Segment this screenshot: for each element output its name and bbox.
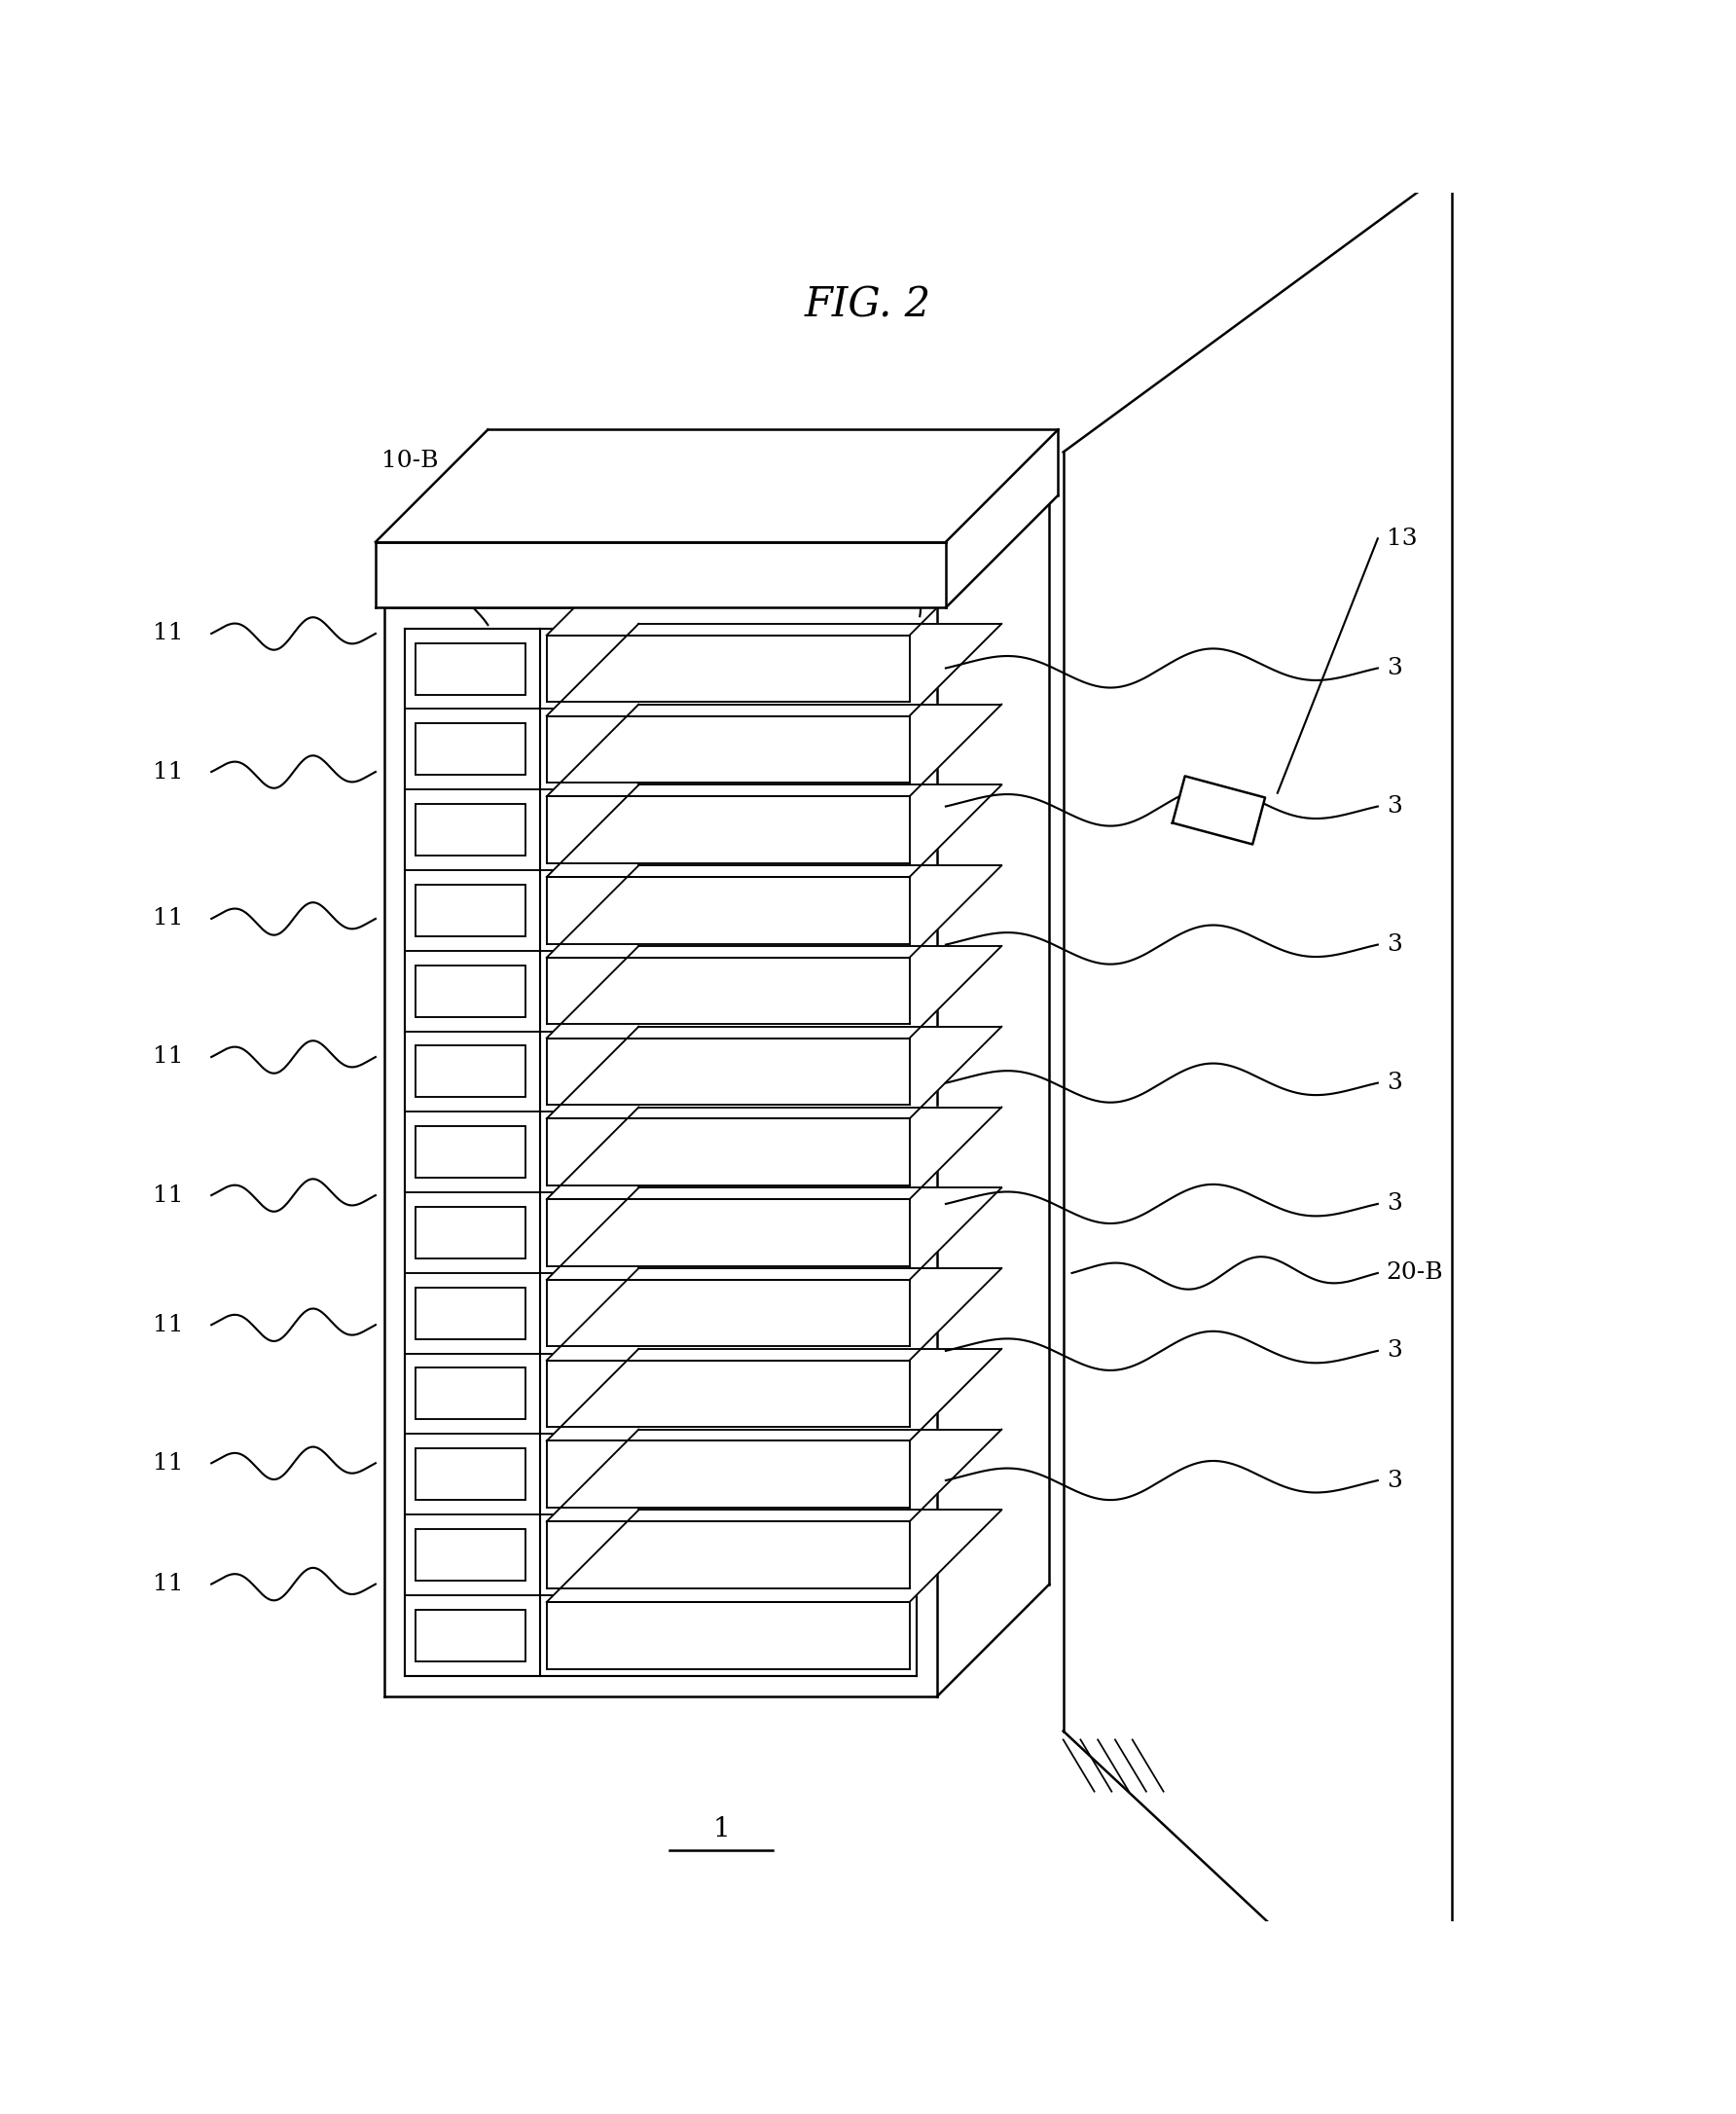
Bar xyxy=(415,1127,526,1177)
Text: 3: 3 xyxy=(1387,1469,1401,1492)
Bar xyxy=(415,1287,526,1338)
Text: 11: 11 xyxy=(153,907,184,930)
Polygon shape xyxy=(547,797,910,863)
Text: 11: 11 xyxy=(153,622,184,645)
Bar xyxy=(415,884,526,937)
Text: 2: 2 xyxy=(653,450,668,471)
Polygon shape xyxy=(375,429,1057,541)
Polygon shape xyxy=(547,1108,1002,1199)
Polygon shape xyxy=(547,1027,1002,1118)
Text: 3: 3 xyxy=(1387,934,1401,956)
Polygon shape xyxy=(547,704,1002,797)
Text: 11: 11 xyxy=(153,1184,184,1207)
Polygon shape xyxy=(547,1361,910,1427)
Polygon shape xyxy=(547,624,1002,717)
Polygon shape xyxy=(547,1038,910,1106)
Polygon shape xyxy=(547,1442,910,1507)
Polygon shape xyxy=(547,636,910,702)
Text: 3: 3 xyxy=(1387,795,1401,818)
Polygon shape xyxy=(547,1118,910,1186)
Text: 13: 13 xyxy=(1387,526,1417,550)
Polygon shape xyxy=(547,1188,1002,1279)
Polygon shape xyxy=(375,541,946,607)
Bar xyxy=(415,1046,526,1097)
Polygon shape xyxy=(547,1509,1002,1602)
Bar xyxy=(415,1368,526,1418)
Bar xyxy=(415,1448,526,1501)
Text: 1: 1 xyxy=(712,1816,729,1843)
Text: 3: 3 xyxy=(1387,1192,1401,1216)
Polygon shape xyxy=(547,865,1002,958)
Polygon shape xyxy=(547,717,910,782)
Polygon shape xyxy=(1172,776,1266,843)
Bar xyxy=(415,803,526,856)
Text: 3: 3 xyxy=(1007,459,1023,480)
Polygon shape xyxy=(547,1602,910,1668)
Bar xyxy=(415,1207,526,1258)
Text: 11: 11 xyxy=(153,761,184,782)
Polygon shape xyxy=(946,429,1057,607)
Bar xyxy=(415,723,526,776)
Text: 3: 3 xyxy=(1387,1340,1401,1361)
Text: FIG. 2: FIG. 2 xyxy=(806,285,930,326)
Text: 11: 11 xyxy=(153,1046,184,1068)
Polygon shape xyxy=(547,958,910,1025)
Polygon shape xyxy=(547,945,1002,1038)
Polygon shape xyxy=(547,1522,910,1588)
Polygon shape xyxy=(547,1279,910,1347)
Polygon shape xyxy=(547,1199,910,1266)
Polygon shape xyxy=(547,543,1002,636)
Bar xyxy=(415,643,526,696)
Text: 3: 3 xyxy=(1387,657,1401,679)
Polygon shape xyxy=(547,1429,1002,1522)
Polygon shape xyxy=(547,1349,1002,1442)
Polygon shape xyxy=(547,784,1002,877)
Bar xyxy=(415,966,526,1017)
Text: 11: 11 xyxy=(153,1313,184,1336)
Bar xyxy=(415,1528,526,1581)
Polygon shape xyxy=(547,877,910,943)
Text: 10-B: 10-B xyxy=(382,450,439,471)
Bar xyxy=(415,1609,526,1662)
Text: 20-B: 20-B xyxy=(1387,1262,1443,1283)
Text: 11: 11 xyxy=(153,1452,184,1473)
Text: 3: 3 xyxy=(1387,1072,1401,1095)
Polygon shape xyxy=(547,1268,1002,1361)
Text: 11: 11 xyxy=(153,1573,184,1596)
